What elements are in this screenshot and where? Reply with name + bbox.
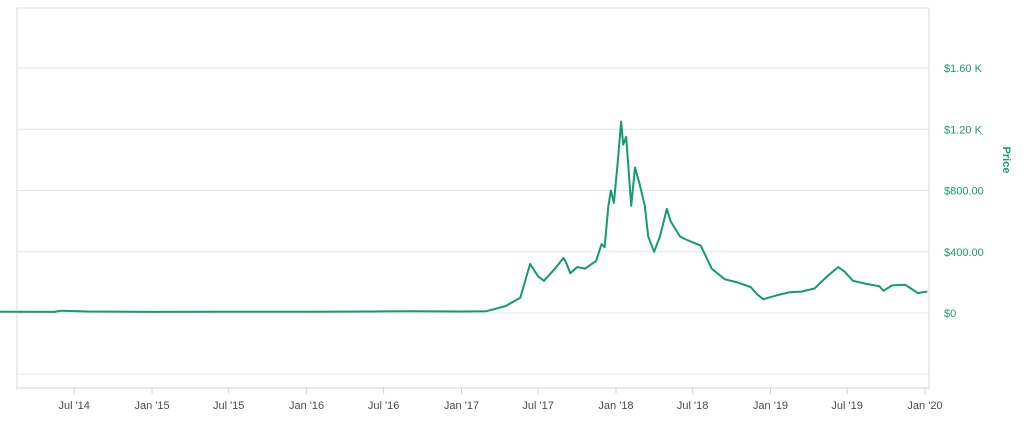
- price-point: [215, 310, 217, 313]
- y-axis-title: Price: [1000, 147, 1012, 174]
- price-point: [529, 263, 531, 265]
- x-tick-label: Jul '19: [831, 400, 862, 412]
- price-point: [882, 289, 885, 292]
- price-point: [800, 290, 803, 293]
- line-layer: [0, 120, 928, 313]
- price-point: [622, 143, 624, 146]
- price-point: [638, 182, 641, 184]
- price-point: [562, 257, 565, 259]
- price-point: [60, 309, 63, 312]
- price-point: [710, 267, 713, 270]
- price-point: [543, 280, 545, 282]
- x-tick-label: Jan '15: [135, 400, 170, 412]
- price-point: [595, 260, 597, 262]
- price-point: [647, 235, 649, 238]
- x-tick-label: Jan '20: [907, 400, 942, 412]
- price-point: [537, 275, 539, 278]
- y-tick-label: $0: [944, 308, 956, 320]
- price-point: [625, 136, 627, 138]
- price-point: [569, 272, 572, 274]
- price-point: [925, 290, 928, 293]
- x-tick-label: Jan '16: [289, 400, 324, 412]
- x-tick-label: Jul '17: [522, 400, 553, 412]
- price-point: [685, 238, 687, 241]
- price-point: [669, 220, 672, 222]
- x-tick-label: Jan '19: [753, 400, 788, 412]
- price-point: [616, 162, 619, 164]
- grid-layer: [16, 7, 930, 390]
- price-point: [653, 250, 655, 253]
- x-tick-label: Jul '14: [58, 400, 89, 412]
- x-tick-label: Jan '17: [444, 400, 479, 412]
- price-point: [620, 120, 622, 123]
- price-point: [643, 205, 646, 207]
- price-point: [665, 208, 668, 210]
- price-point: [826, 275, 829, 278]
- price-point: [151, 311, 153, 313]
- price-point: [843, 270, 846, 273]
- price-point: [865, 283, 867, 285]
- price-point: [305, 310, 308, 313]
- price-point: [519, 296, 522, 299]
- price-point: [460, 310, 463, 313]
- price-point: [603, 246, 606, 248]
- price-point: [736, 281, 739, 284]
- price-point: [634, 166, 636, 169]
- x-tick-label: Jan '18: [598, 400, 633, 412]
- y-tick-label: $800.00: [944, 186, 984, 198]
- price-point: [659, 235, 661, 238]
- price-point: [630, 205, 633, 207]
- y-tick-label: $400.00: [944, 247, 984, 259]
- price-series-line: [0, 120, 927, 313]
- price-point: [813, 287, 816, 290]
- price-point: [565, 261, 567, 264]
- price-point: [504, 305, 507, 307]
- price-point: [788, 291, 791, 294]
- price-point: [917, 292, 919, 294]
- x-tick-label: Jul '18: [677, 400, 708, 412]
- x-axis: Jul '14 Jan '15 Jul '15 Jan '16 Jul '16 Jan '…: [58, 388, 943, 412]
- price-point: [775, 294, 778, 297]
- price-point: [610, 189, 612, 192]
- price-point: [409, 310, 411, 312]
- price-point: [370, 310, 372, 313]
- x-tick-label: Jul '16: [368, 400, 399, 412]
- price-point: [613, 201, 615, 204]
- price-point: [878, 285, 881, 288]
- price-point: [607, 205, 610, 207]
- price-point: [576, 266, 578, 268]
- price-point: [852, 280, 854, 282]
- price-point: [891, 284, 893, 287]
- price-point: [112, 310, 114, 313]
- price-point: [699, 244, 702, 247]
- y-tick-label: $1.20 K: [944, 124, 983, 136]
- price-point: [756, 293, 759, 296]
- price-point: [485, 310, 488, 312]
- price-point: [86, 310, 89, 313]
- price-point: [53, 311, 56, 313]
- x-tick-label: Jul '15: [213, 400, 244, 412]
- price-point: [749, 286, 752, 288]
- price-point: [600, 243, 603, 245]
- price-point: [554, 267, 556, 270]
- price-point: [584, 267, 586, 270]
- price-point: [762, 298, 765, 301]
- y-tick-label: $1.60 K: [944, 63, 983, 75]
- price-point: [679, 235, 681, 238]
- y-axis: $0 $400.00 $800.00 $1.20 K $1.60 K: [944, 63, 984, 320]
- price-point: [904, 283, 906, 286]
- price-point: [723, 278, 726, 281]
- price-point: [837, 266, 840, 268]
